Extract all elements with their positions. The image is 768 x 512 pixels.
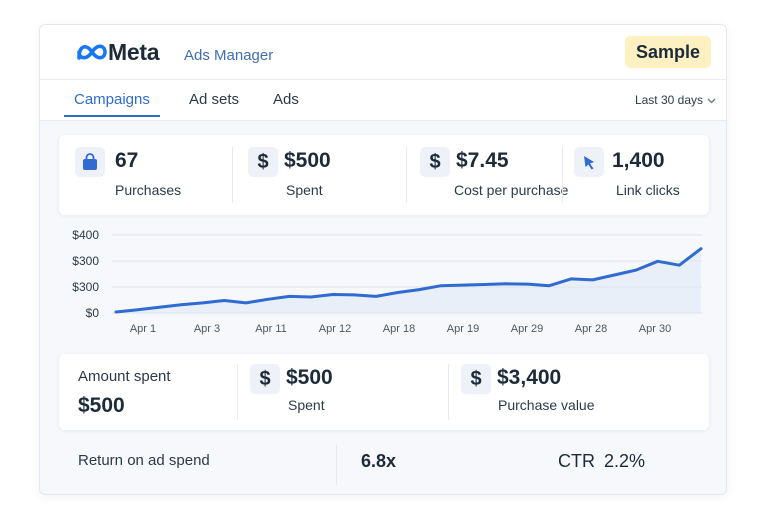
stat-cost-per-purchase: $ $7.45 Cost per purchase: [408, 135, 568, 215]
chart-series-line: [114, 247, 703, 314]
summary-row: Amount spent $500 $ $500 Spent $ $3,400 …: [59, 354, 709, 430]
footer-divider: [336, 445, 337, 485]
x-tick-label: Apr 30: [639, 323, 671, 335]
cursor-pointer-icon: [574, 147, 604, 177]
summary-divider: [448, 364, 449, 420]
stat-spent: $ $500 Spent: [234, 135, 409, 215]
stat-link-clicks: 1,400 Link clicks: [564, 135, 709, 215]
dollar-icon: $: [248, 147, 278, 177]
stat-value: $500: [284, 149, 331, 172]
x-tick-label: Apr 11: [255, 323, 287, 335]
tab-bar: Campaigns Ad sets Ads Last 30 days: [40, 80, 726, 121]
tab-ad-sets[interactable]: Ad sets: [189, 91, 240, 108]
stat-divider: [406, 147, 407, 203]
x-tick-label: Apr 28: [575, 323, 607, 335]
amount-spent-value: $500: [78, 394, 125, 417]
active-tab-indicator: [64, 115, 160, 117]
purchase-value-label: Purchase value: [498, 397, 595, 413]
y-tick-label: $400: [72, 228, 99, 242]
roas-value: 6.8x: [361, 451, 397, 471]
header: Meta Ads Manager Sample: [40, 25, 726, 80]
product-name: Ads Manager: [184, 47, 274, 64]
stat-value: 1,400: [612, 149, 665, 172]
tab-campaigns[interactable]: Campaigns: [74, 91, 150, 108]
x-tick-label: Apr 3: [194, 323, 220, 335]
dollar-icon: $: [250, 364, 280, 394]
spent-value: $500: [286, 366, 333, 389]
stat-divider: [232, 147, 233, 203]
y-tick-label: $300: [72, 280, 99, 294]
amount-spent-label: Amount spent: [78, 368, 171, 385]
dollar-icon: $: [420, 147, 450, 177]
x-tick-label: Apr 29: [511, 323, 543, 335]
x-tick-label: Apr 12: [319, 323, 351, 335]
brand-name: Meta: [108, 39, 160, 65]
spend-line-chart: $400 $300 $300 $0 Apr 1 Apr 3 Apr 11 Apr 12 Apr…: [72, 228, 703, 335]
stat-value: 67: [115, 149, 139, 172]
chart-series-area: [116, 248, 701, 313]
x-tick-label: Apr 18: [383, 323, 415, 335]
chevron-down-icon: [707, 98, 716, 104]
stat-label: Link clicks: [616, 182, 680, 198]
sample-badge: Sample: [624, 36, 711, 68]
stat-value: $7.45: [456, 149, 509, 172]
spent-label: Spent: [288, 397, 325, 413]
shopping-bag-icon: [75, 147, 105, 177]
x-tick-label: Apr 1: [130, 323, 156, 335]
tab-ads[interactable]: Ads: [273, 91, 299, 108]
stat-divider: [562, 147, 563, 203]
stat-label: Cost per purchase: [454, 182, 569, 198]
x-tick-label: Apr 19: [447, 323, 479, 335]
ctr-value: 2.2%: [604, 451, 646, 471]
stat-label: Purchases: [115, 182, 182, 198]
date-range-label: Last 30 days: [634, 93, 703, 107]
ctr-label: CTR: [558, 451, 595, 471]
summary-divider: [237, 364, 238, 420]
ads-dashboard-card: Meta Ads Manager Sample Campaigns Ad set…: [39, 24, 727, 495]
roas-label: Return on ad spend: [78, 452, 210, 469]
meta-logo-icon: [77, 44, 107, 60]
dollar-icon: $: [461, 364, 491, 394]
purchase-value: $3,400: [497, 366, 562, 389]
stat-purchases: 67 Purchases: [59, 135, 234, 215]
y-tick-label: $300: [72, 254, 99, 268]
date-range-selector[interactable]: Last 30 days: [635, 93, 716, 107]
stat-label: Spent: [286, 182, 323, 198]
footer-metrics: Return on ad spend 6.8x CTR 2.2%: [40, 437, 726, 493]
stats-row: 67 Purchases $ $500 Spent $ $7.45 Cost p…: [59, 135, 709, 215]
y-tick-label: $0: [86, 306, 100, 320]
